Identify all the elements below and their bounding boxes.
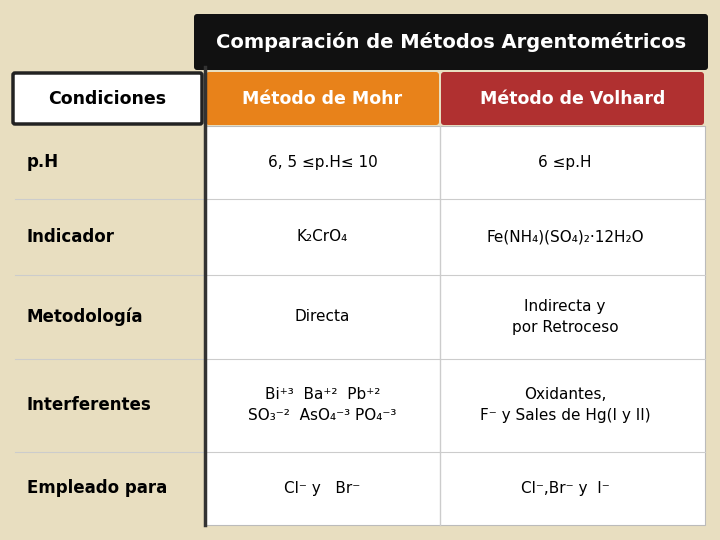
Text: Cl⁻,Br⁻ y  I⁻: Cl⁻,Br⁻ y I⁻ bbox=[521, 481, 609, 496]
Text: Metodología: Metodología bbox=[27, 307, 143, 326]
Bar bbox=[205, 126, 705, 525]
Text: Bi⁺³  Ba⁺²  Pb⁺²
SO₃⁻²  AsO₄⁻³ PO₄⁻³: Bi⁺³ Ba⁺² Pb⁺² SO₃⁻² AsO₄⁻³ PO₄⁻³ bbox=[248, 387, 397, 423]
FancyBboxPatch shape bbox=[206, 72, 439, 125]
Text: Indicador: Indicador bbox=[27, 228, 115, 246]
FancyBboxPatch shape bbox=[13, 73, 202, 124]
Text: Cl⁻ y   Br⁻: Cl⁻ y Br⁻ bbox=[284, 481, 361, 496]
Text: Fe(NH₄)(SO₄)₂·12H₂O: Fe(NH₄)(SO₄)₂·12H₂O bbox=[486, 229, 644, 244]
Text: Directa: Directa bbox=[294, 309, 350, 324]
Text: Condiciones: Condiciones bbox=[48, 90, 166, 107]
Text: Método de Volhard: Método de Volhard bbox=[480, 90, 665, 107]
Bar bbox=[205, 126, 705, 525]
Text: Comparación de Métodos Argentométricos: Comparación de Métodos Argentométricos bbox=[216, 32, 686, 52]
Text: Empleado para: Empleado para bbox=[27, 480, 167, 497]
Text: Oxidantes,
F⁻ y Sales de Hg(I y II): Oxidantes, F⁻ y Sales de Hg(I y II) bbox=[480, 387, 650, 423]
Text: K₂CrO₄: K₂CrO₄ bbox=[297, 229, 348, 244]
Text: Método de Mohr: Método de Mohr bbox=[243, 90, 402, 107]
Text: p.H: p.H bbox=[27, 153, 59, 171]
Text: Indirecta y
por Retroceso: Indirecta y por Retroceso bbox=[512, 299, 618, 335]
Text: 6 ≤p.H: 6 ≤p.H bbox=[539, 155, 592, 170]
FancyBboxPatch shape bbox=[194, 14, 708, 70]
Text: 6, 5 ≤p.H≤ 10: 6, 5 ≤p.H≤ 10 bbox=[268, 155, 377, 170]
Text: Interferentes: Interferentes bbox=[27, 396, 152, 414]
FancyBboxPatch shape bbox=[441, 72, 704, 125]
